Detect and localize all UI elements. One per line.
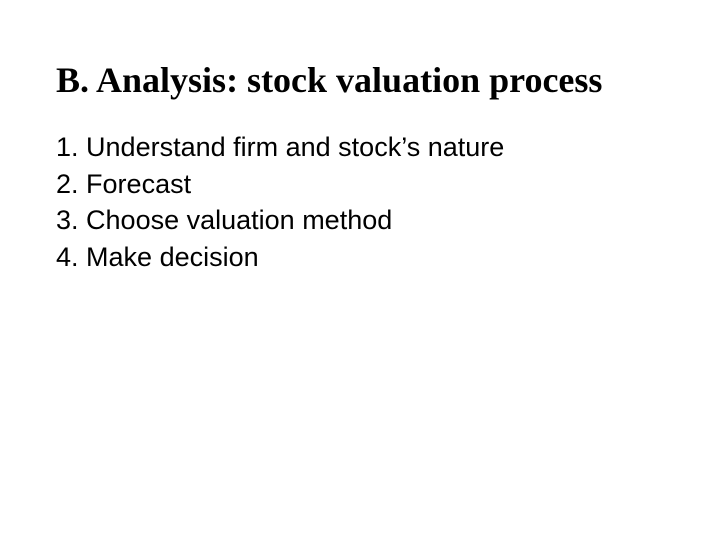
list-item: 1. Understand firm and stock’s nature (56, 129, 664, 165)
list-item: 3. Choose valuation method (56, 202, 664, 238)
numbered-list: 1. Understand firm and stock’s nature 2.… (56, 129, 664, 275)
list-item-number: 2. (56, 169, 79, 199)
list-item-number: 3. (56, 205, 79, 235)
slide: B. Analysis: stock valuation process 1. … (0, 0, 720, 540)
list-item-text: Make decision (86, 242, 259, 272)
slide-title: B. Analysis: stock valuation process (56, 60, 664, 101)
list-item: 2. Forecast (56, 166, 664, 202)
list-item-number: 4. (56, 242, 79, 272)
list-item-number: 1. (56, 132, 79, 162)
list-item-text: Choose valuation method (86, 205, 392, 235)
list-item-text: Understand firm and stock’s nature (86, 132, 504, 162)
list-item: 4. Make decision (56, 239, 664, 275)
list-item-text: Forecast (86, 169, 191, 199)
